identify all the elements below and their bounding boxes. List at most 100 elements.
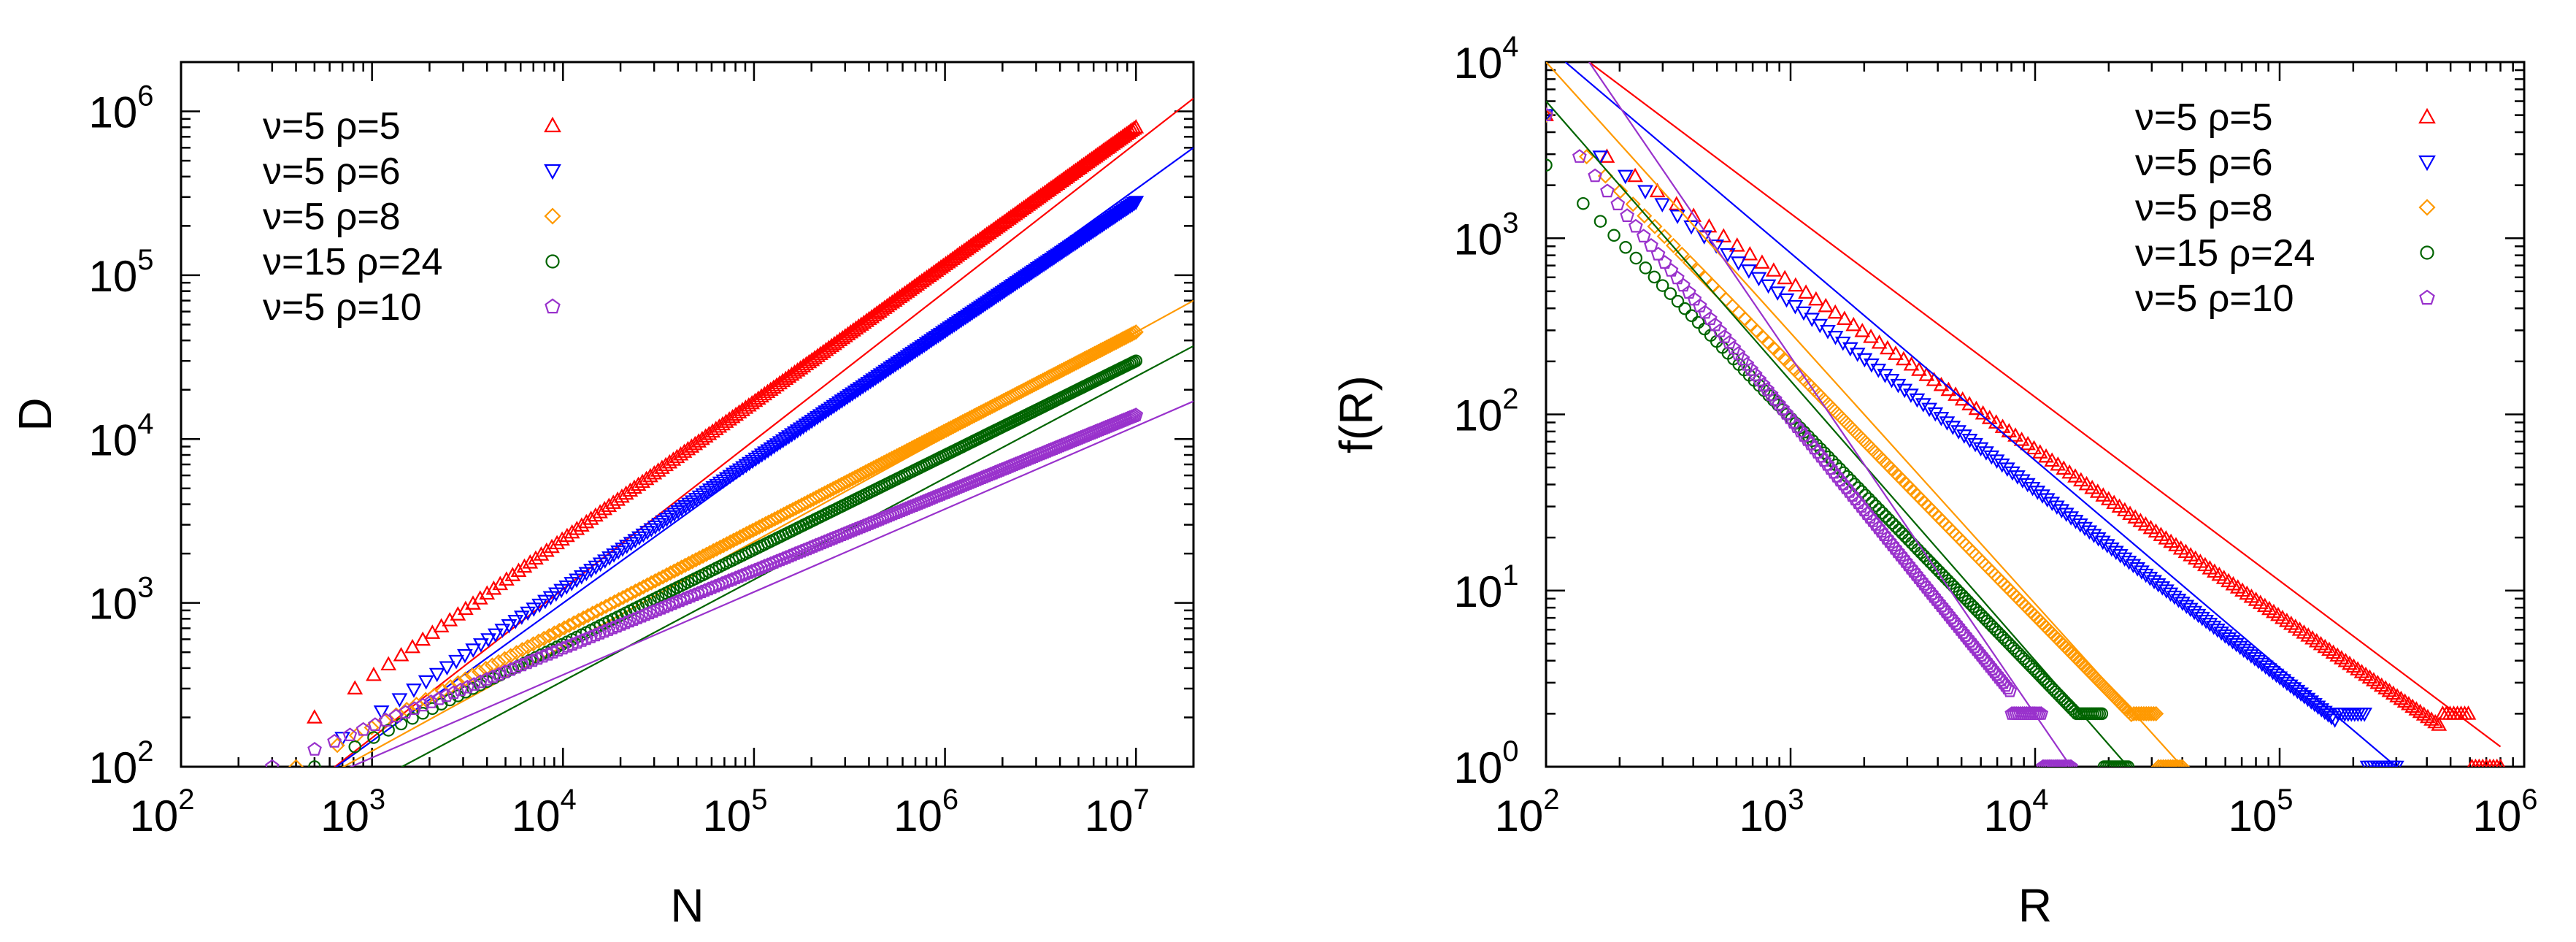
data-point	[355, 721, 371, 736]
data-point	[2408, 701, 2425, 716]
data-point	[1012, 454, 1028, 469]
data-point	[647, 573, 664, 589]
data-point	[1656, 229, 1672, 245]
x-tick-label: 103	[1739, 784, 1804, 840]
data-point	[1546, 109, 1554, 123]
data-point	[923, 429, 939, 446]
data-point	[1126, 196, 1142, 212]
data-point	[442, 678, 458, 695]
data-point	[1934, 598, 1949, 613]
data-point	[2145, 705, 2161, 721]
data-point	[639, 526, 655, 540]
data-point	[492, 575, 509, 591]
data-point	[1064, 239, 1080, 254]
data-point	[735, 527, 751, 543]
data-point	[728, 465, 745, 480]
fit-line	[1588, 62, 2072, 767]
data-point	[1671, 294, 1685, 308]
data-point	[861, 462, 877, 478]
data-point	[993, 462, 1007, 477]
data-point	[894, 445, 910, 462]
data-point	[1735, 351, 1750, 366]
data-point	[2053, 504, 2070, 518]
legend-marker	[2420, 245, 2434, 260]
data-point	[1752, 372, 1767, 386]
data-point	[943, 420, 959, 436]
data-point	[382, 724, 395, 737]
data-point	[930, 261, 947, 275]
data-point	[1579, 148, 1595, 165]
data-point	[566, 615, 582, 631]
data-point	[592, 626, 607, 640]
data-point	[2034, 489, 2050, 504]
data-point	[1081, 227, 1098, 242]
data-point	[2420, 708, 2436, 724]
data-point	[1124, 121, 1140, 137]
data-point	[701, 426, 718, 440]
data-point	[809, 410, 826, 426]
x-tick-label: 102	[1495, 784, 1560, 840]
data-point	[2496, 758, 2505, 767]
data-point	[1902, 388, 1919, 403]
data-point	[711, 418, 728, 433]
data-point	[732, 529, 748, 545]
data-point	[1052, 247, 1068, 262]
data-point	[1889, 520, 1902, 533]
data-point	[1079, 229, 1096, 243]
data-point	[520, 639, 536, 655]
data-point	[1110, 208, 1126, 223]
data-point	[1730, 256, 1747, 271]
data-point	[1892, 523, 1906, 537]
data-point	[1969, 642, 1984, 656]
data-point	[327, 733, 342, 748]
data-point	[2064, 759, 2078, 767]
data-point	[731, 404, 747, 419]
data-point	[719, 536, 735, 552]
data-point	[722, 470, 739, 485]
data-point	[531, 633, 547, 649]
data-point	[2431, 716, 2448, 731]
data-point	[2143, 705, 2159, 721]
data-point	[1964, 636, 1980, 651]
data-point	[1767, 391, 1783, 406]
y-tick-label: 103	[89, 572, 154, 629]
data-point	[2385, 685, 2402, 700]
data-point	[1927, 407, 1944, 422]
data-point	[2095, 707, 2109, 721]
data-point	[831, 528, 846, 543]
data-point	[2000, 681, 2015, 694]
data-point	[1921, 402, 1937, 418]
data-point	[1096, 217, 1112, 232]
data-point	[972, 471, 987, 486]
data-point	[747, 562, 763, 577]
data-point	[551, 622, 567, 638]
data-point	[559, 527, 575, 543]
data-point	[990, 464, 1005, 478]
data-point	[1067, 237, 1084, 251]
data-point	[569, 635, 585, 649]
data-point	[1895, 351, 1912, 366]
data-point	[1954, 391, 1971, 406]
data-point	[2175, 759, 2191, 767]
data-point	[823, 532, 838, 546]
data-point	[2167, 759, 2183, 767]
data-point	[1981, 410, 1998, 424]
data-point	[769, 554, 785, 568]
legend-marker	[544, 164, 561, 180]
data-point	[406, 683, 422, 698]
data-point	[769, 438, 785, 453]
data-point	[1866, 496, 1879, 509]
data-point	[531, 598, 548, 613]
data-point	[1972, 442, 1989, 457]
data-point	[2358, 666, 2374, 681]
data-point	[1890, 378, 1907, 394]
data-point	[347, 680, 364, 695]
data-point	[798, 418, 815, 433]
data-point	[1026, 264, 1042, 280]
data-point	[985, 465, 1001, 480]
data-point	[522, 554, 539, 569]
data-point	[826, 530, 841, 545]
data-point	[1783, 410, 1797, 424]
data-point	[1863, 329, 1879, 343]
